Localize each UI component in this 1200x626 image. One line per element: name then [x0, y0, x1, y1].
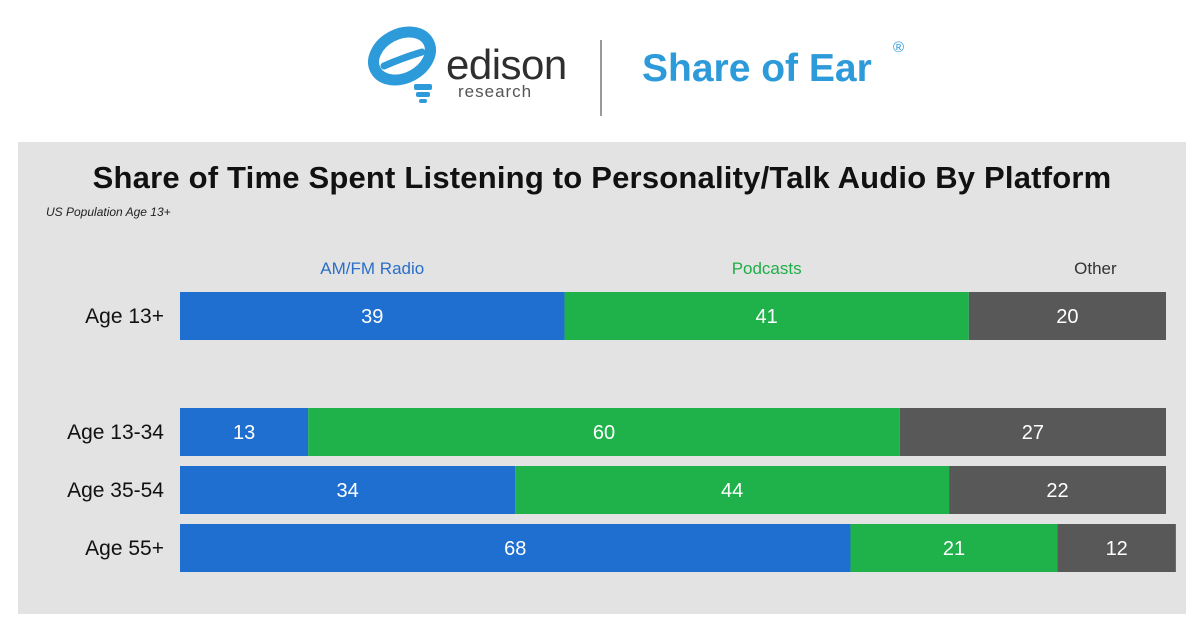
chart-title: Share of Time Spent Listening to Persona…	[92, 160, 1112, 195]
legend-label-2: Other	[1074, 259, 1117, 278]
data-label: 20	[1056, 306, 1078, 328]
stacked-bar-chart: AM/FM Radio Podcasts Other Age 13+ 39 41 20 Age…	[67, 259, 1176, 572]
bar-segment-2	[1057, 524, 1176, 572]
registered-mark: ®	[893, 39, 905, 56]
bar-segment-2	[949, 466, 1166, 514]
category-label: Age 55+	[85, 537, 164, 560]
data-label: 12	[1106, 538, 1128, 560]
logo-wordmark: edison	[446, 41, 567, 88]
legend-label-1: Podcasts	[732, 259, 802, 278]
category-label: Age 35-54	[67, 479, 164, 502]
logo-subword: research	[458, 82, 533, 101]
bar-segment-0	[180, 524, 851, 572]
chart-panel: Share of Time Spent Listening to Persona…	[18, 142, 1186, 614]
bar-segment-1	[515, 466, 950, 514]
data-label: 22	[1046, 480, 1068, 502]
data-label: 41	[756, 306, 778, 328]
chart-subtitle: US Population Age 13+	[46, 205, 171, 219]
edison-logo-icon	[368, 26, 436, 103]
bar-segment-0	[180, 292, 565, 340]
bar-segment-0	[180, 466, 516, 514]
bar-segment-1	[564, 292, 969, 340]
data-label: 21	[943, 538, 965, 560]
header-divider	[600, 40, 602, 116]
data-label: 44	[721, 480, 743, 502]
header: edison research Share of Ear ®	[0, 0, 1200, 130]
bar-segment-1	[850, 524, 1058, 572]
bar-segment-0	[180, 408, 309, 456]
category-label: Age 13-34	[67, 421, 164, 444]
bar-segment-2	[899, 408, 1166, 456]
category-label: Age 13+	[85, 305, 164, 328]
data-label: 27	[1022, 422, 1044, 444]
legend-label-0: AM/FM Radio	[320, 259, 424, 278]
data-label: 60	[593, 422, 615, 444]
product-title: Share of Ear	[642, 47, 872, 90]
data-label: 68	[504, 538, 526, 560]
data-label: 34	[336, 480, 358, 502]
data-label: 13	[233, 422, 255, 444]
bar-segment-2	[968, 292, 1166, 340]
data-label: 39	[361, 306, 383, 328]
bar-segment-1	[308, 408, 900, 456]
